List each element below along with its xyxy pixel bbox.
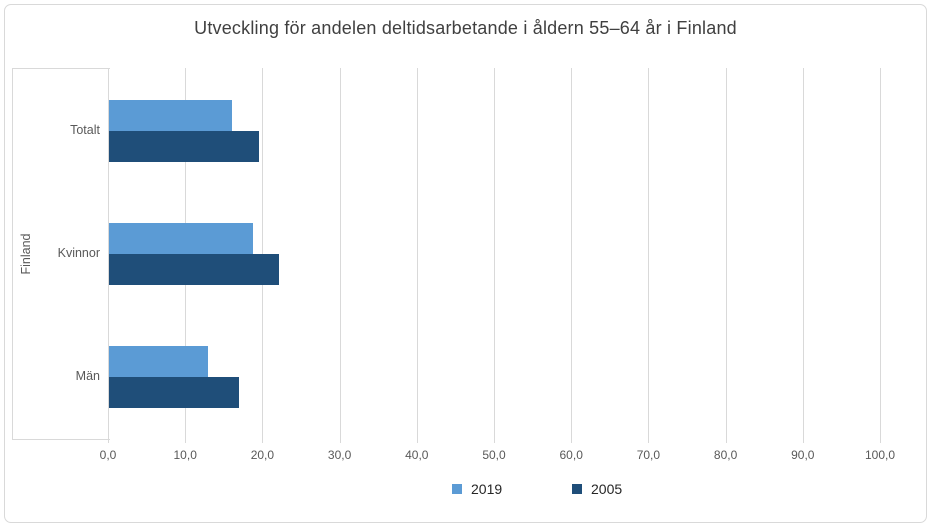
bar-2005-totalt [109, 130, 259, 162]
category-axis-line-top [12, 68, 110, 69]
x-tick-label: 0,0 [99, 448, 117, 462]
gridline-40,0 [416, 68, 418, 443]
x-tick-label: 60,0 [559, 448, 583, 462]
category-label-totalt: Totalt [70, 122, 100, 137]
x-tick-label: 10,0 [173, 448, 197, 462]
bar-2019-totalt [109, 99, 232, 131]
gridline-90,0 [802, 68, 804, 443]
x-tick-label: 40,0 [405, 448, 429, 462]
x-tick-label: 70,0 [636, 448, 661, 462]
x-tick-label: 20,0 [250, 448, 275, 462]
x-tick-label: 50,0 [482, 448, 506, 462]
category-axis-line-bottom [12, 439, 110, 440]
legend-swatch-2005 [572, 484, 582, 494]
gridline-60,0 [571, 68, 573, 443]
category-label-män: Män [75, 369, 100, 384]
legend-swatch-2019 [452, 484, 462, 494]
bar-2019-kvinnor [109, 223, 253, 254]
category-label-kvinnor: Kvinnor [57, 246, 100, 260]
legend-entry-2019: 2019 [452, 481, 502, 497]
x-tick-label: 100,0 [864, 448, 896, 462]
gridline-70,0 [648, 68, 650, 443]
gridline-30,0 [339, 68, 341, 443]
gridline-100,0 [880, 68, 881, 443]
bar-2005-kvinnor [109, 254, 279, 285]
chart-title: Utveckling för andelen deltidsarbetande … [194, 18, 737, 38]
legend-entry-2005: 2005 [572, 481, 622, 497]
x-tick-label: 80,0 [713, 448, 738, 462]
gridline-0,0 [108, 68, 109, 443]
x-tick-label: 90,0 [791, 448, 815, 462]
bar-2005-män [109, 377, 239, 409]
bar-2019-män [109, 346, 208, 378]
gridline-80,0 [725, 68, 727, 443]
legend-label-2019: 2019 [471, 481, 503, 497]
x-tick-label: 30,0 [327, 448, 352, 462]
category-axis-line-vertical [12, 68, 13, 440]
gridline-50,0 [494, 68, 495, 443]
legend-label-2005: 2005 [591, 481, 623, 497]
